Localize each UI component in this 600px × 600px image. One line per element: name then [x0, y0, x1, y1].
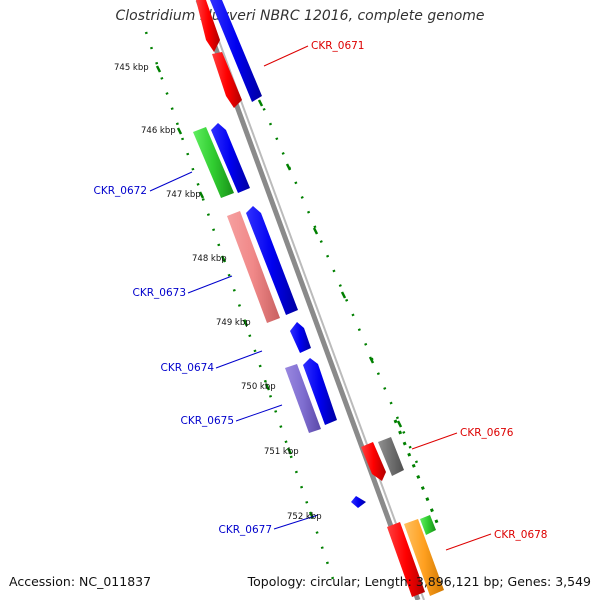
gene-arrow-red[interactable] — [361, 442, 386, 481]
gene-arrow-green[interactable] — [193, 127, 234, 198]
scale-label: 751 kbp — [264, 447, 299, 457]
gene-arrow-blue[interactable] — [246, 206, 298, 315]
gene-label-ckr-0672[interactable]: CKR_0672 — [94, 185, 147, 197]
gene-arrow-blue[interactable] — [290, 322, 311, 353]
gene-arrow-red[interactable] — [387, 522, 425, 597]
gene-label-ckr-0673[interactable]: CKR_0673 — [133, 287, 186, 299]
gene-arrow-green[interactable] — [420, 515, 436, 535]
genome-summary-text: Topology: circular; Length: 3,896,121 bp… — [247, 574, 591, 589]
inner-scale-ticks — [155, 65, 315, 519]
scale-label: 746 kbp — [141, 126, 176, 136]
gene-arrow-blue[interactable] — [351, 496, 366, 508]
scale-label: 749 kbp — [216, 318, 251, 328]
gene-arrow-red[interactable] — [212, 52, 242, 108]
gene-label-ckr-0671[interactable]: CKR_0671 — [311, 40, 364, 52]
gene-label-ckr-0678[interactable]: CKR_0678 — [494, 529, 547, 541]
scale-label: 750 kbp — [241, 382, 276, 392]
gene-arrow-blue[interactable] — [210, 0, 262, 102]
scale-label: 747 kbp — [166, 190, 201, 200]
gene-features — [193, 0, 444, 597]
outer-scale-line-lower — [393, 419, 442, 531]
gene-arrow-purple[interactable] — [285, 364, 321, 433]
scale-label: 752 kbp — [287, 512, 322, 522]
gene-label-ckr-0675[interactable]: CKR_0675 — [181, 415, 234, 427]
gene-label-ckr-0677[interactable]: CKR_0677 — [219, 524, 272, 536]
inner-scale-line — [144, 31, 337, 586]
scale-label: 748 kbp — [192, 254, 227, 264]
gene-arrow-gray[interactable] — [378, 437, 404, 476]
scale-label: 745 kbp — [114, 63, 149, 73]
gene-arrow-pink[interactable] — [227, 211, 280, 323]
gene-label-ckr-0674[interactable]: CKR_0674 — [161, 362, 215, 374]
gene-arrow-blue[interactable] — [211, 123, 250, 193]
label-leaders — [149, 45, 492, 551]
gene-arrow-orange[interactable] — [404, 519, 444, 596]
gene-arrow-blue[interactable] — [303, 358, 337, 425]
outer-scale-ticks — [257, 99, 403, 428]
accession-text: Accession: NC_011837 — [9, 574, 152, 589]
gene-label-ckr-0676[interactable]: CKR_0676 — [460, 427, 514, 439]
gene-arrow-red[interactable] — [196, 0, 220, 52]
